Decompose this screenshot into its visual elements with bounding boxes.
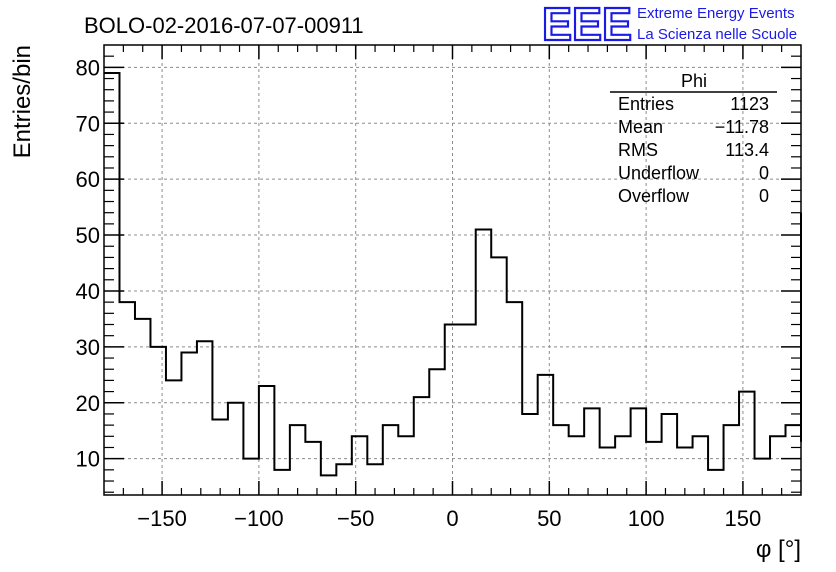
y-tick-label: 50: [76, 223, 100, 248]
y-tick-label: 20: [76, 391, 100, 416]
stats-value: 0: [759, 186, 769, 206]
x-tick-label: 150: [725, 506, 762, 531]
histogram-line: [104, 71, 802, 477]
stats-label: Underflow: [618, 163, 700, 183]
plot-title: BOLO-02-2016-07-07-00911: [84, 13, 364, 38]
x-axis-title: φ [°]: [756, 536, 801, 563]
x-tick-label: −100: [234, 506, 284, 531]
logo: EEE Extreme Energy Events La Scienza nel…: [541, 0, 797, 51]
stats-label: Overflow: [618, 186, 690, 206]
stats-value: −11.78: [715, 117, 769, 137]
x-tick-label: 0: [446, 506, 458, 531]
y-tick-label: 80: [76, 55, 100, 80]
logo-line-2: La Scienza nelle Scuole: [637, 26, 797, 43]
x-tick-label: −50: [337, 506, 374, 531]
stats-title: Phi: [681, 71, 707, 91]
stats-label: Entries: [618, 94, 674, 114]
y-tick-label: 60: [76, 167, 100, 192]
stats-value: 113.4: [725, 140, 769, 160]
y-tick-labels: 10 20 30 40 50 60 70 80: [76, 55, 100, 471]
stats-value: 0: [759, 163, 769, 183]
y-tick-label: 30: [76, 335, 100, 360]
logo-line-1: Extreme Energy Events: [637, 5, 795, 22]
axis-ticks: [104, 45, 801, 495]
y-tick-label: 40: [76, 279, 100, 304]
x-tick-labels: −150 −100 −50 0 50 100 150: [137, 506, 761, 531]
stats-value: 1123: [730, 94, 769, 114]
stats-label: RMS: [618, 140, 658, 160]
y-tick-label: 10: [76, 447, 100, 472]
stats-box: Phi Entries 1123 Mean −11.78 RMS 113.4 Underfl…: [610, 71, 777, 206]
x-tick-label: 50: [537, 506, 561, 531]
y-tick-label: 70: [76, 111, 100, 136]
grid: [104, 45, 801, 495]
y-axis-title: Entries/bin: [9, 45, 36, 158]
x-tick-label: 100: [628, 506, 665, 531]
stats-label: Mean: [618, 117, 663, 137]
logo-mark: EEE: [542, 0, 632, 50]
x-tick-label: −150: [137, 506, 187, 531]
